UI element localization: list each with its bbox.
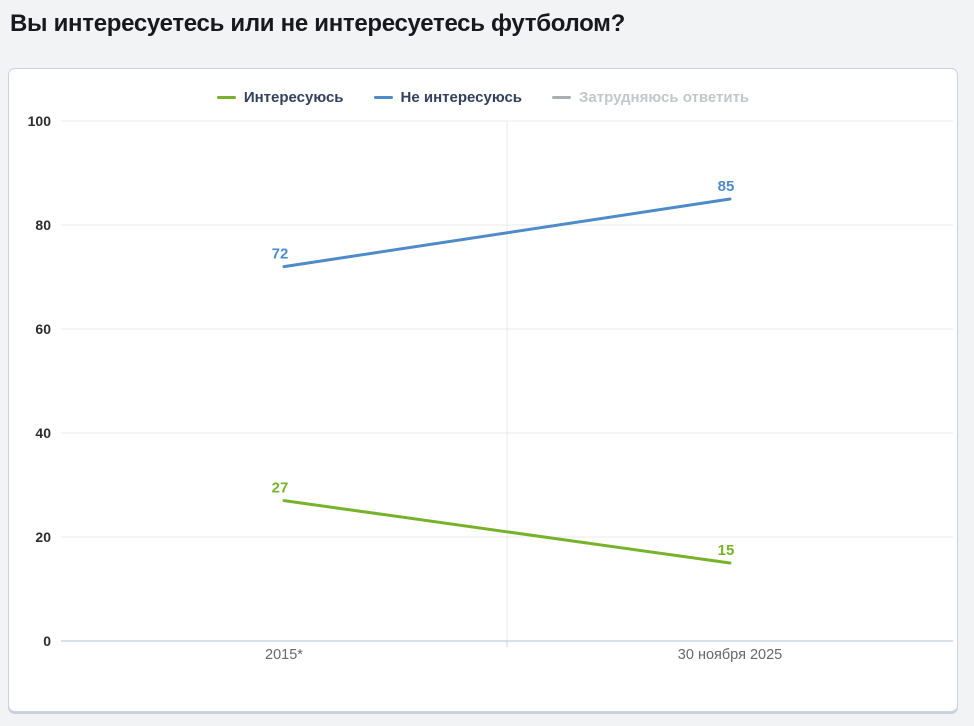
legend-item-1[interactable]: Не интересуюсь [373, 89, 523, 106]
data-label: 15 [718, 542, 735, 559]
legend-item-0[interactable]: Интересуюсь [216, 89, 344, 106]
legend-dash-icon [216, 96, 236, 99]
chart-panel: 0 20 40 60 80 100 2015* 30 ноября 2025 72 85 27 15 … [8, 68, 958, 712]
x-axis-label: 30 ноября 2025 [678, 647, 782, 663]
data-label: 85 [718, 178, 735, 195]
legend-dash-icon [552, 96, 572, 99]
y-axis-label: 60 [35, 321, 51, 337]
y-axis-label: 40 [35, 425, 51, 441]
legend-item-2[interactable]: Затрудняюсь ответить [552, 89, 749, 106]
line-chart: 0 20 40 60 80 100 2015* 30 ноября 2025 72 85 27 15 [28, 113, 953, 663]
page-title: Вы интересуетесь или не интересуетесь фу… [10, 10, 625, 37]
y-axis-label: 80 [35, 217, 51, 233]
x-axis-label: 2015* [265, 647, 303, 663]
series-line [282, 499, 732, 565]
legend-item-label: Не интересуюсь [400, 89, 523, 106]
legend-dash-icon [373, 96, 393, 99]
legend-item-label: Интересуюсь [243, 89, 344, 106]
data-label: 27 [272, 480, 289, 497]
chart-legend: Интересуюсь Не интересуюсь Затрудняюсь отв… [9, 89, 957, 106]
y-axis-label: 20 [35, 529, 51, 545]
y-axis-label: 0 [43, 633, 51, 649]
y-axis-label: 100 [28, 113, 52, 129]
series-line [282, 197, 732, 269]
data-label: 72 [272, 246, 289, 263]
legend-item-label: Затрудняюсь ответить [579, 89, 750, 106]
